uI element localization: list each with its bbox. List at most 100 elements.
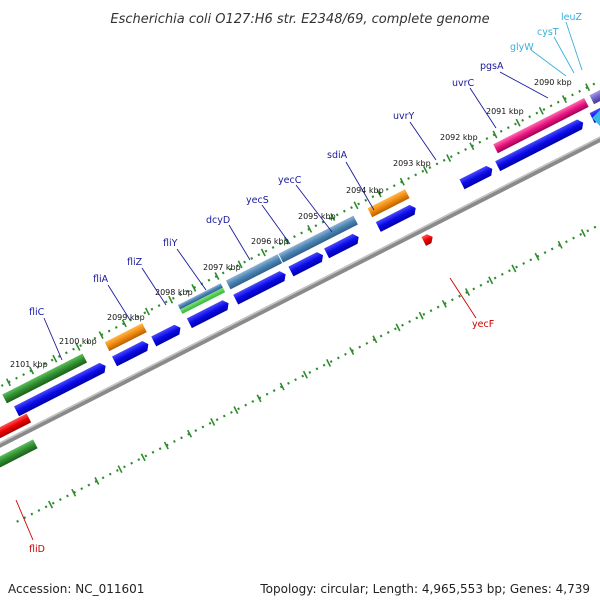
scale-tick [465, 288, 471, 297]
gene-label-yecC: yecC [278, 175, 302, 186]
scale-tick [256, 394, 262, 403]
genome-track [0, 79, 600, 523]
sdiA-feature [367, 189, 410, 218]
gene-label-fliD: fliD [29, 544, 45, 555]
scale-tick [561, 95, 567, 103]
scale-tick [144, 307, 150, 316]
gene-label-pgsA: pgsA [480, 61, 504, 72]
cds-arrow [375, 204, 416, 232]
gene-label-yecF: yecF [472, 319, 494, 330]
scale-tick [353, 201, 359, 210]
gene-label-fliZ: fliZ [127, 257, 143, 268]
genome-backbone [0, 124, 600, 457]
scale-tick [163, 441, 169, 450]
scale-tick [469, 142, 475, 151]
kbp-label: 2091 kbp [486, 107, 524, 116]
scale-tick [260, 248, 266, 257]
scale-tick [418, 311, 424, 320]
scale-tick [233, 406, 239, 415]
cds-arrow [459, 165, 493, 190]
genome-title: Escherichia coli O127:H6 str. E2348/69, … [110, 12, 489, 27]
scale-tick [121, 319, 127, 328]
scale-tick [140, 453, 146, 462]
kbp-label: 2094 kbp [346, 186, 384, 195]
fliY-feature [177, 283, 223, 310]
gene-label-dcyD: dcyD [206, 215, 230, 226]
cds-arrow [14, 362, 106, 417]
scale-tick [515, 118, 521, 127]
scale-tick [422, 165, 428, 174]
gene-label-glyW: glyW [510, 42, 534, 53]
cds-arrow [495, 119, 584, 172]
yecS-feature [278, 215, 358, 263]
cds-arrow [151, 324, 181, 347]
gene-label-fliC: fliC [29, 307, 45, 318]
accession-text: Accession: NC_011601 [8, 582, 145, 596]
yecF-feature [421, 234, 433, 246]
scale-tick [585, 83, 591, 92]
scale-tick [302, 370, 308, 379]
scale-tick [511, 264, 517, 273]
scale-tick [71, 488, 77, 497]
kbp-label: 2101 kbp [10, 360, 48, 369]
dcyD-feature [225, 254, 283, 290]
scale-tick [29, 366, 35, 375]
scale-tick [326, 358, 332, 367]
gene-label-fliA: fliA [93, 274, 109, 285]
scale-tick [376, 189, 382, 198]
scale-tick [488, 276, 494, 285]
scale-tick [307, 224, 313, 233]
kbp-label: 2095 kbp [298, 212, 336, 221]
scale-tick [117, 465, 123, 474]
kbp-label: 2100 kbp [59, 337, 97, 346]
gene-label-sdiA: sdiA [327, 150, 348, 161]
scale-tick [283, 236, 289, 245]
genome-summary-text: Topology: circular; Length: 4,965,553 bp… [260, 582, 590, 596]
gene-label-uvrC: uvrC [452, 78, 475, 89]
cds-arrow [324, 233, 359, 259]
scale-tick [98, 331, 104, 340]
cyan-arrow-marker [592, 110, 600, 126]
fliC-feature [2, 353, 88, 404]
scale-tick [446, 154, 452, 162]
kbp-label: 2092 kbp [440, 133, 478, 142]
kbp-label: 2093 kbp [393, 159, 431, 168]
gene-label-yecS: yecS [246, 195, 269, 206]
scale-tick [492, 130, 498, 139]
kbp-label: 2098 kbp [155, 288, 193, 297]
fliD-feature [0, 439, 38, 472]
scale-tick [557, 240, 563, 249]
fliY-feature-lower [180, 287, 226, 314]
kbp-label: 2099 kbp [107, 313, 145, 322]
scale-tick [330, 213, 336, 221]
scale-tick [191, 283, 197, 292]
gene-label-cysT: cysT [537, 27, 559, 38]
fliD-feature-red [0, 413, 32, 446]
scale-tick [441, 299, 447, 308]
kbp-label: 2096 kbp [251, 237, 289, 246]
cds-arrow [233, 271, 286, 305]
scale-tick [580, 229, 586, 237]
fliA-feature [104, 323, 147, 352]
cds-arrow [288, 252, 324, 277]
outer-scale-ticks [5, 83, 591, 387]
inner-scale-dots [16, 193, 600, 523]
scale-tick [538, 106, 544, 115]
scale-tick [399, 177, 405, 186]
scale-tick [395, 323, 401, 332]
uvrC-feature [493, 97, 589, 154]
scale-tick [94, 477, 100, 485]
scale-tick [187, 429, 193, 438]
scale-tick [168, 295, 174, 304]
scale-tick [48, 500, 54, 509]
scale-tick [75, 342, 81, 351]
scale-tick [237, 260, 243, 269]
scale-tick [349, 347, 355, 356]
feature-row-colored [2, 81, 600, 404]
scale-tick [279, 382, 285, 391]
gene-label-uvrY: uvrY [393, 111, 415, 122]
cds-arrow [186, 300, 229, 329]
gene-label-leuZ: leuZ [561, 12, 583, 23]
scale-tick [372, 335, 378, 344]
